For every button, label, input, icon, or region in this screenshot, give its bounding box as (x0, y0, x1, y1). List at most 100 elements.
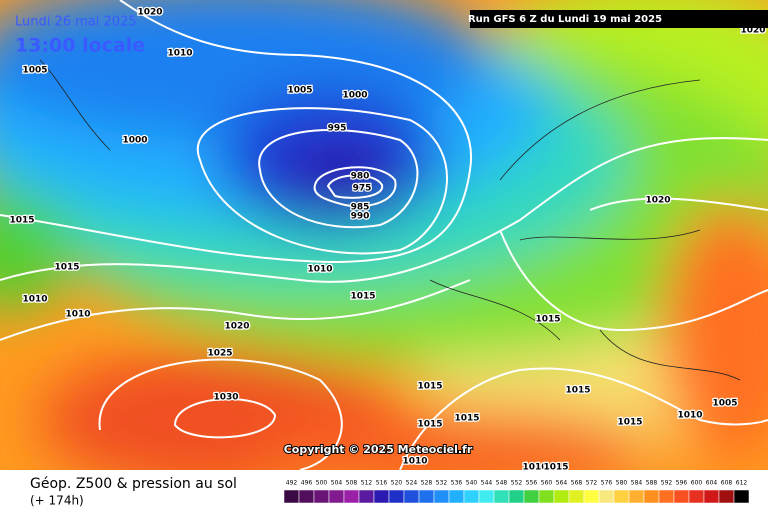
legend-swatch (493, 489, 510, 504)
legend-swatch (373, 489, 390, 504)
legend-label: 584 (631, 480, 643, 487)
isobar-label: 1015 (9, 216, 34, 226)
legend-label: 600 (691, 480, 703, 487)
legend-swatch (523, 489, 540, 504)
isobar-label: 1015 (543, 463, 568, 473)
legend-swatch (658, 489, 675, 504)
time: 13:00 locale (15, 35, 145, 57)
legend-label: 492 (286, 480, 298, 487)
isobar-label: 1010 (65, 310, 90, 320)
legend-label: 508 (346, 480, 358, 487)
run-info: Run GFS 6 Z du Lundi 19 mai 2025 (468, 14, 662, 25)
isobar-label: 985 (351, 203, 370, 213)
isobar-label: 1020 (645, 196, 670, 206)
legend-swatch (418, 489, 435, 504)
legend-label: 536 (451, 480, 463, 487)
legend-label: 504 (331, 480, 343, 487)
legend-swatch (433, 489, 450, 504)
legend-swatch (628, 489, 645, 504)
isobar-label: 1010 (22, 295, 47, 305)
legend-swatch (673, 489, 690, 504)
legend-swatch (538, 489, 555, 504)
isobar-label: 1000 (122, 136, 147, 146)
isobar-label: 1015 (454, 414, 479, 424)
legend-swatch (508, 489, 525, 504)
legend-swatch (328, 489, 345, 504)
isobar-label: 1015 (535, 315, 560, 325)
legend-swatch (358, 489, 375, 504)
isobar-label: 1005 (22, 66, 47, 76)
isobar-label: 1005 (712, 399, 737, 409)
legend-swatch (598, 489, 615, 504)
isobar-label: 1030 (213, 393, 238, 403)
isobar-label: 1020 (137, 8, 162, 18)
legend-swatch (388, 489, 405, 504)
footer-lead: (+ 174h) (30, 494, 84, 508)
legend-label: 520 (391, 480, 403, 487)
isobar-label: 1015 (350, 292, 375, 302)
legend-label: 592 (661, 480, 673, 487)
isobar-label: 1010 (167, 49, 192, 59)
legend-label: 564 (556, 480, 568, 487)
legend-label: 588 (646, 480, 658, 487)
legend-label: 524 (406, 480, 418, 487)
legend-swatch (568, 489, 585, 504)
legend-label: 532 (436, 480, 448, 487)
legend-label: 580 (616, 480, 628, 487)
legend-label: 548 (496, 480, 508, 487)
legend-swatch (553, 489, 570, 504)
legend-swatch (643, 489, 660, 504)
isobar-label: 1020 (224, 322, 249, 332)
isobar-label: 1015 (417, 382, 442, 392)
legend-label: 528 (421, 480, 433, 487)
isobar-label: 1010 (307, 265, 332, 275)
isobar-label: 975 (353, 184, 372, 194)
legend-label: 560 (541, 480, 553, 487)
isobar-label: 1015 (54, 263, 79, 273)
run-banner (470, 10, 768, 28)
footer-title: Géop. Z500 & pression au sol (30, 476, 237, 492)
isobar-label: 1010 (677, 411, 702, 421)
legend-swatch (298, 489, 315, 504)
isobar-label: 1005 (287, 86, 312, 96)
legend-label: 572 (586, 480, 598, 487)
legend-label: 512 (361, 480, 373, 487)
isobar-label: 1010 (522, 463, 547, 473)
legend-swatch (313, 489, 330, 504)
legend-label: 516 (376, 480, 388, 487)
legend-label: 544 (481, 480, 493, 487)
legend-swatch (703, 489, 720, 504)
legend-swatch (283, 489, 300, 504)
isobar-label: 990 (351, 212, 370, 222)
legend-label: 576 (601, 480, 613, 487)
legend-label: 552 (511, 480, 523, 487)
isobar-label: 1015 (617, 418, 642, 428)
legend-swatch (733, 489, 750, 504)
isobar-label: 1025 (207, 349, 232, 359)
legend-label: 500 (316, 480, 328, 487)
legend-label: 540 (466, 480, 478, 487)
legend-label: 596 (676, 480, 688, 487)
isobar-label: 1015 (417, 420, 442, 430)
legend-swatch (583, 489, 600, 504)
legend-label: 604 (706, 480, 718, 487)
isobar-label: 1015 (565, 386, 590, 396)
isobar-label: 1010 (402, 457, 427, 467)
legend-swatch (688, 489, 705, 504)
legend-label: 496 (301, 480, 313, 487)
legend-label: 612 (736, 480, 748, 487)
legend-swatch (343, 489, 360, 504)
color-legend: 492 496 500 504 508 512 516 520 524 528 532 536 540 5… (283, 480, 750, 504)
legend-swatch (718, 489, 735, 504)
legend-label: 556 (526, 480, 538, 487)
legend-swatch (613, 489, 630, 504)
date: Lundi 26 mai 2025 (15, 15, 137, 30)
legend-swatch (463, 489, 480, 504)
legend-label: 608 (721, 480, 733, 487)
legend-swatch (478, 489, 495, 504)
isobar-label: 995 (328, 124, 347, 134)
isobar-label: 1000 (342, 91, 367, 101)
